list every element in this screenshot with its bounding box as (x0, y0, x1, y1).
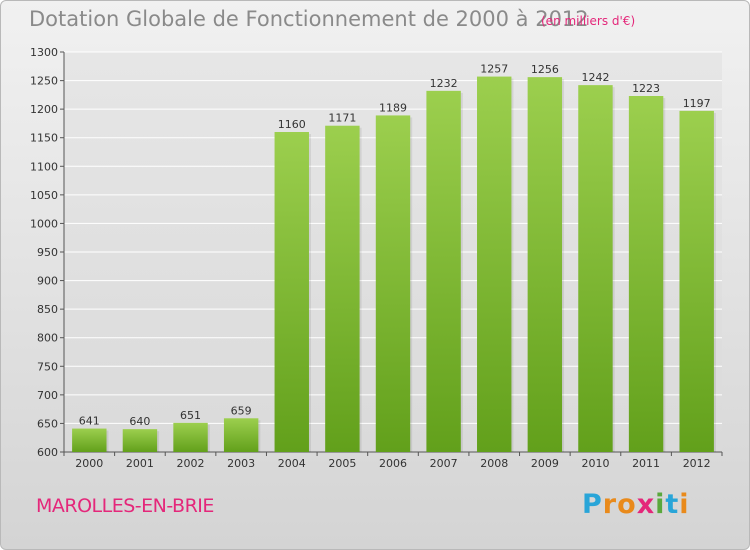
logo-letter: i (655, 489, 666, 520)
x-tick-label: 2006 (379, 457, 407, 470)
x-tick-label: 2005 (328, 457, 356, 470)
value-label: 641 (79, 415, 100, 428)
y-tick-label: 600 (37, 446, 58, 459)
value-label: 1242 (581, 71, 609, 84)
x-tick-label: 2002 (177, 457, 205, 470)
bar-2005 (325, 125, 360, 452)
bar-2010 (578, 85, 613, 453)
bar-2011 (628, 96, 664, 452)
y-tick-label: 750 (37, 360, 58, 373)
value-label: 651 (180, 409, 201, 422)
x-tick-label: 2010 (581, 457, 609, 470)
y-tick-label: 1200 (30, 103, 58, 116)
y-tick-label: 1000 (30, 217, 58, 230)
bars (72, 76, 716, 453)
logo-letter: t (665, 489, 680, 520)
x-tick-label: 2004 (278, 457, 306, 470)
value-label: 1256 (531, 63, 559, 76)
y-tick-label: 850 (37, 303, 58, 316)
y-tick-label: 1100 (30, 160, 58, 173)
bar-2009 (527, 77, 563, 453)
logo-letter: x (636, 489, 656, 520)
bar-2008 (477, 76, 512, 453)
commune-name: MAROLLES-EN-BRIE (36, 495, 214, 517)
logo-letter: P (582, 489, 603, 520)
y-tick-label: 1300 (30, 46, 58, 59)
value-label: 640 (129, 415, 150, 428)
value-label: 1197 (683, 97, 711, 110)
x-tick-label: 2012 (683, 457, 711, 470)
x-tick-label: 2009 (531, 457, 559, 470)
y-tick-label: 1150 (30, 132, 58, 145)
x-tick-label: 2011 (632, 457, 660, 470)
value-label: 659 (231, 404, 252, 417)
value-label: 1257 (480, 63, 508, 76)
x-tick-label: 2003 (227, 457, 255, 470)
value-label: 1189 (379, 101, 407, 114)
y-tick-label: 1250 (30, 75, 58, 88)
logo-letter: i (679, 489, 690, 520)
value-label: 1223 (632, 82, 660, 95)
y-tick-label: 650 (37, 417, 58, 430)
data-labels: 641 640 651 659 1160 1171 1189 1232 1257 1256 1242… (79, 63, 711, 429)
chart-title: Dotation Globale de Fonctionnement de 20… (29, 7, 589, 31)
value-label: 1160 (278, 118, 306, 131)
x-tick-label: 2007 (430, 457, 458, 470)
value-label: 1232 (430, 77, 458, 90)
bar-2006 (375, 115, 411, 452)
y-tick-label: 900 (37, 275, 58, 288)
bar-2004 (274, 132, 309, 452)
bar-2003 (223, 418, 259, 452)
bar-2002 (173, 422, 208, 452)
x-tick-label: 2000 (75, 457, 103, 470)
y-tick-label: 800 (37, 332, 58, 345)
proxiti-logo: Proxiti (582, 489, 690, 520)
chart-subtitle: (en milliers d'€) (541, 14, 636, 28)
bar-2012 (679, 110, 714, 452)
bar-2007 (426, 90, 461, 452)
logo-letter: r (602, 489, 618, 520)
value-label: 1171 (328, 112, 356, 125)
y-tick-label: 700 (37, 389, 58, 402)
x-tick-label: 2001 (126, 457, 154, 470)
y-tick-label: 1050 (30, 189, 58, 202)
logo-letter: o (617, 489, 637, 520)
bar-2001 (122, 429, 158, 452)
bar-2000 (72, 428, 107, 452)
y-tick-label: 950 (37, 246, 58, 259)
x-tick-label: 2008 (480, 457, 508, 470)
